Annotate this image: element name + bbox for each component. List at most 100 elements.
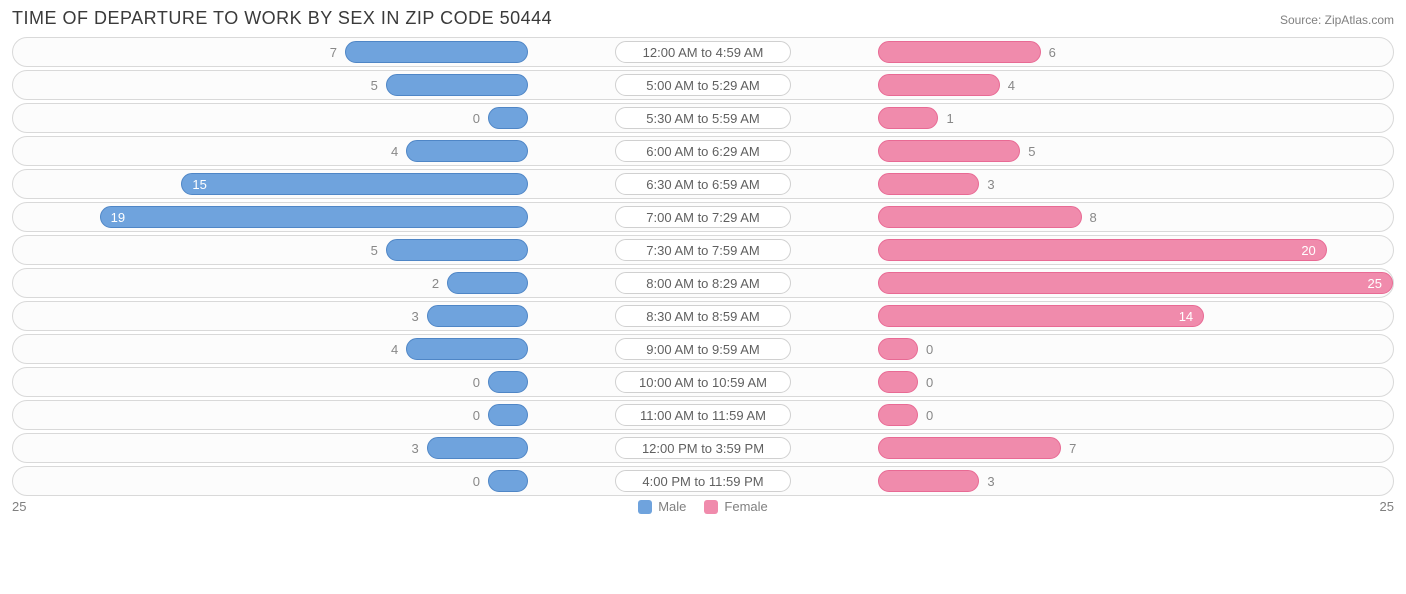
male-value-label: 2: [424, 276, 447, 291]
female-value-label: 4: [1000, 78, 1023, 93]
female-value-label: 1: [938, 111, 961, 126]
female-value-label: 5: [1020, 144, 1043, 159]
source-prefix: Source:: [1280, 13, 1325, 27]
female-bar: [878, 437, 1061, 459]
male-half: 0: [13, 467, 616, 495]
female-value-label: 6: [1041, 45, 1064, 60]
female-bar: [878, 74, 1000, 96]
female-value-label: 0: [918, 375, 941, 390]
category-pill: 8:30 AM to 8:59 AM: [615, 305, 791, 327]
female-bar: [878, 470, 979, 492]
legend-swatch-male: [638, 500, 652, 514]
male-half: 15: [13, 170, 616, 198]
female-bar: [878, 338, 918, 360]
female-value-label: 7: [1061, 441, 1084, 456]
female-value-label: 3: [979, 177, 1002, 192]
female-bar: [878, 371, 918, 393]
chart-row: 0 34:00 PM to 11:59 PM: [12, 466, 1394, 496]
male-bar: [427, 305, 528, 327]
axis-max-right: 25: [1380, 499, 1394, 514]
male-value-label: 4: [383, 144, 406, 159]
female-bar: [878, 206, 1082, 228]
category-pill: 6:30 AM to 6:59 AM: [615, 173, 791, 195]
male-value-label: 0: [465, 375, 488, 390]
female-half: 8: [790, 203, 1393, 231]
male-half: 5: [13, 236, 616, 264]
chart-row: 3 7 12:00 PM to 3:59 PM: [12, 433, 1394, 463]
chart-row: 5 20 7:30 AM to 7:59 AM: [12, 235, 1394, 265]
female-bar: 20: [878, 239, 1327, 261]
axis-max-left: 25: [12, 499, 26, 514]
female-half: 4: [790, 71, 1393, 99]
female-value-label: 0: [918, 408, 941, 423]
female-half: 0: [790, 335, 1393, 363]
chart-row: 15 3 6:30 AM to 6:59 AM: [12, 169, 1394, 199]
chart-header: TIME OF DEPARTURE TO WORK BY SEX IN ZIP …: [12, 8, 1394, 29]
female-half: 14: [790, 302, 1393, 330]
male-value-label: 3: [403, 441, 426, 456]
male-bar: [406, 338, 528, 360]
female-half: 1: [790, 104, 1393, 132]
legend-item-male: Male: [638, 499, 686, 514]
male-bar: [488, 470, 528, 492]
male-value-label: 5: [363, 243, 386, 258]
legend-label-female: Female: [724, 499, 767, 514]
diverging-bar-chart: 7612:00 AM to 4:59 AM545:00 AM to 5:29 A…: [12, 37, 1394, 496]
category-pill: 10:00 AM to 10:59 AM: [615, 371, 791, 393]
male-half: 4: [13, 335, 616, 363]
male-value-label: 3: [403, 309, 426, 324]
female-bar: [878, 41, 1041, 63]
male-half: 7: [13, 38, 616, 66]
female-half: 3: [790, 170, 1393, 198]
male-half: 0: [13, 401, 616, 429]
male-bar: [488, 371, 528, 393]
female-bar: [878, 140, 1020, 162]
male-value-label: 5: [363, 78, 386, 93]
male-bar: [427, 437, 528, 459]
category-pill: 4:00 PM to 11:59 PM: [615, 470, 791, 492]
legend-swatch-female: [704, 500, 718, 514]
female-value-label: 0: [918, 342, 941, 357]
chart-row: 2258:00 AM to 8:29 AM: [12, 268, 1394, 298]
female-half: 3: [790, 467, 1393, 495]
female-half: 0: [790, 401, 1393, 429]
chart-row: 0011:00 AM to 11:59 AM: [12, 400, 1394, 430]
category-pill: 7:00 AM to 7:29 AM: [615, 206, 791, 228]
chart-footer: 25 Male Female 25: [12, 499, 1394, 514]
chart-row: 015:30 AM to 5:59 AM: [12, 103, 1394, 133]
female-bar: 14: [878, 305, 1204, 327]
female-half: 7: [790, 434, 1393, 462]
category-pill: 5:00 AM to 5:29 AM: [615, 74, 791, 96]
chart-row: 19 87:00 AM to 7:29 AM: [12, 202, 1394, 232]
female-bar: [878, 107, 938, 129]
male-value-label: 0: [465, 474, 488, 489]
female-half: 0: [790, 368, 1393, 396]
female-bar: [878, 173, 979, 195]
male-half: 3: [13, 434, 616, 462]
chart-row: 5 4 5:00 AM to 5:29 AM: [12, 70, 1394, 100]
category-pill: 12:00 PM to 3:59 PM: [615, 437, 791, 459]
category-pill: 11:00 AM to 11:59 AM: [615, 404, 791, 426]
male-bar: [447, 272, 528, 294]
female-bar: 25: [878, 272, 1393, 294]
male-half: 4: [13, 137, 616, 165]
chart-source: Source: ZipAtlas.com: [1280, 13, 1394, 27]
legend-label-male: Male: [658, 499, 686, 514]
chart-row: 7612:00 AM to 4:59 AM: [12, 37, 1394, 67]
male-bar: [488, 107, 528, 129]
male-half: 2: [13, 269, 616, 297]
male-bar: 15: [181, 173, 528, 195]
male-bar: [386, 239, 528, 261]
male-value-label: 7: [322, 45, 345, 60]
male-bar: [345, 41, 528, 63]
category-pill: 7:30 AM to 7:59 AM: [615, 239, 791, 261]
male-half: 0: [13, 104, 616, 132]
category-pill: 9:00 AM to 9:59 AM: [615, 338, 791, 360]
female-bar: [878, 404, 918, 426]
chart-row: 3 14 8:30 AM to 8:59 AM: [12, 301, 1394, 331]
male-bar: [406, 140, 528, 162]
male-bar: 19: [100, 206, 528, 228]
category-pill: 6:00 AM to 6:29 AM: [615, 140, 791, 162]
male-half: 0: [13, 368, 616, 396]
female-half: 6: [790, 38, 1393, 66]
